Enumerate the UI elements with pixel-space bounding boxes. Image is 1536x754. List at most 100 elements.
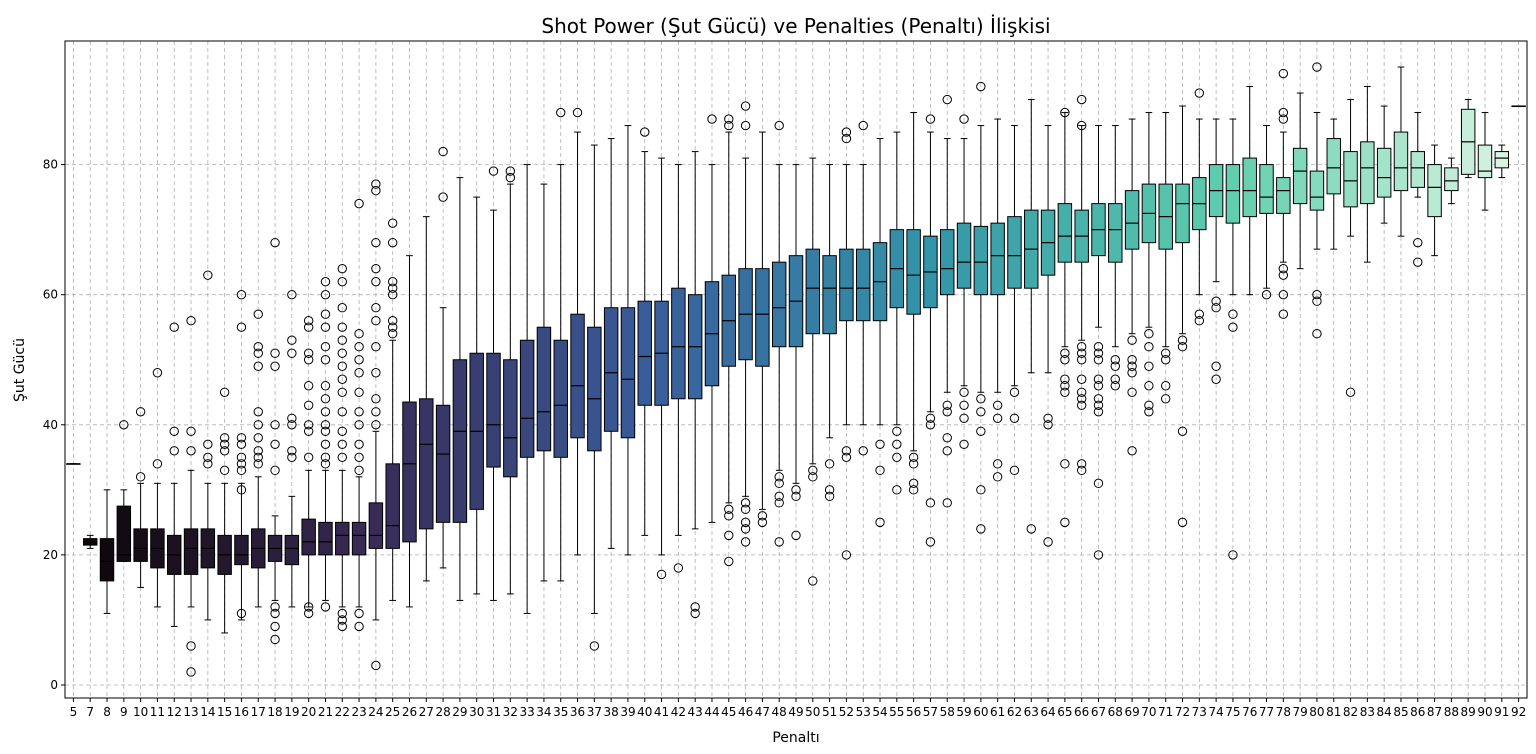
x-tick-label: 68 [1108,705,1123,719]
x-tick-label: 70 [1141,705,1156,719]
outlier-point [556,107,566,118]
x-tick-label: 86 [1410,705,1425,719]
outlier-point [320,459,331,469]
outlier-point [135,407,146,417]
x-tick-label: 27 [419,705,434,719]
outlier-point [740,101,751,111]
box-group [1040,125,1056,547]
outlier-point [152,459,163,469]
box-group [116,420,132,562]
outlier-point [976,524,986,534]
outlier-point [992,413,1003,423]
box-iqr [1124,190,1140,250]
outlier-point [875,439,885,450]
outlier-point [354,329,364,339]
outlier-point [387,218,398,228]
outlier-point [253,433,263,443]
box-group [351,198,367,632]
outlier-point [1161,348,1171,358]
x-tick-label: 69 [1124,705,1139,719]
box-group [486,166,501,601]
outlier-point [354,355,364,365]
x-tick-label: 29 [452,705,467,719]
outlier-point [791,530,801,541]
outlier-point [337,276,347,287]
x-tick-label: 31 [486,705,501,719]
x-tick-label: 90 [1477,705,1492,719]
outlier-point [942,433,952,443]
box-iqr [116,505,132,562]
box-group [1427,144,1442,257]
outlier-point [1009,413,1020,423]
box-iqr [973,225,989,296]
outlier-point [387,276,398,287]
outlier-point [1076,394,1087,404]
x-tick-label: 56 [906,705,921,719]
outlier-point [337,407,347,417]
box-group [1343,99,1358,397]
outlier-point [303,452,314,463]
outlier-point [371,342,381,352]
outlier-point [387,322,398,332]
outlier-point [1043,420,1053,430]
outlier-point [203,439,213,450]
outlier-point [824,459,835,469]
box-iqr [570,313,585,439]
outlier-point [976,81,986,92]
box-group [1276,68,1291,319]
outlier-point [740,504,751,515]
outlier-point [270,621,280,632]
outlier-point [371,407,381,417]
x-tick-label: 92 [1511,705,1526,719]
box-iqr [805,248,821,335]
outlier-point [959,413,969,423]
outlier-point [236,452,247,463]
x-tick-label: 48 [772,705,787,719]
x-tick-label: 35 [553,705,568,719]
x-tick-label: 80 [1309,705,1324,719]
outlier-point [354,420,364,430]
outlier-point [673,563,684,573]
x-tick-label: 45 [721,705,736,719]
x-tick-label: 39 [620,705,635,719]
outlier-point [320,289,331,300]
x-tick-label: 40 [637,705,652,719]
outlier-point [1093,478,1104,489]
box-group [183,316,199,677]
outlier-point [976,407,986,417]
box-iqr [183,528,199,575]
x-tick-label: 85 [1393,705,1408,719]
outlier-point [1413,237,1423,248]
outlier-point [488,166,499,176]
box-iqr [822,255,837,335]
box-group [251,309,266,608]
box-iqr [587,326,602,452]
outlier-point [169,446,179,456]
outlier-point [303,426,314,436]
x-tick-label: 87 [1427,705,1442,719]
x-tick-label: 83 [1360,705,1375,719]
outlier-point [740,498,751,508]
outlier-point [1127,355,1137,365]
outlier-point [287,446,297,456]
y-tick-label: 40 [43,418,58,432]
outlier-point [892,485,902,495]
x-axis-title: Penaltı [772,730,819,746]
box-group [1091,125,1106,560]
outlier-point [337,452,347,463]
outlier-point [337,322,347,332]
outlier-point [959,114,969,124]
x-tick-label: 42 [671,705,686,719]
outlier-point [320,452,331,463]
box-group [906,112,921,495]
outlier-point [438,192,448,202]
outlier-point [1144,381,1154,391]
outlier-point [387,329,398,339]
x-tick-label: 30 [469,705,484,719]
outlier-point [942,446,952,456]
box-iqr [1007,216,1022,289]
outlier-point [724,511,734,521]
outlier-point [841,452,852,463]
x-tick-label: 44 [704,705,719,719]
box-group [503,166,518,595]
